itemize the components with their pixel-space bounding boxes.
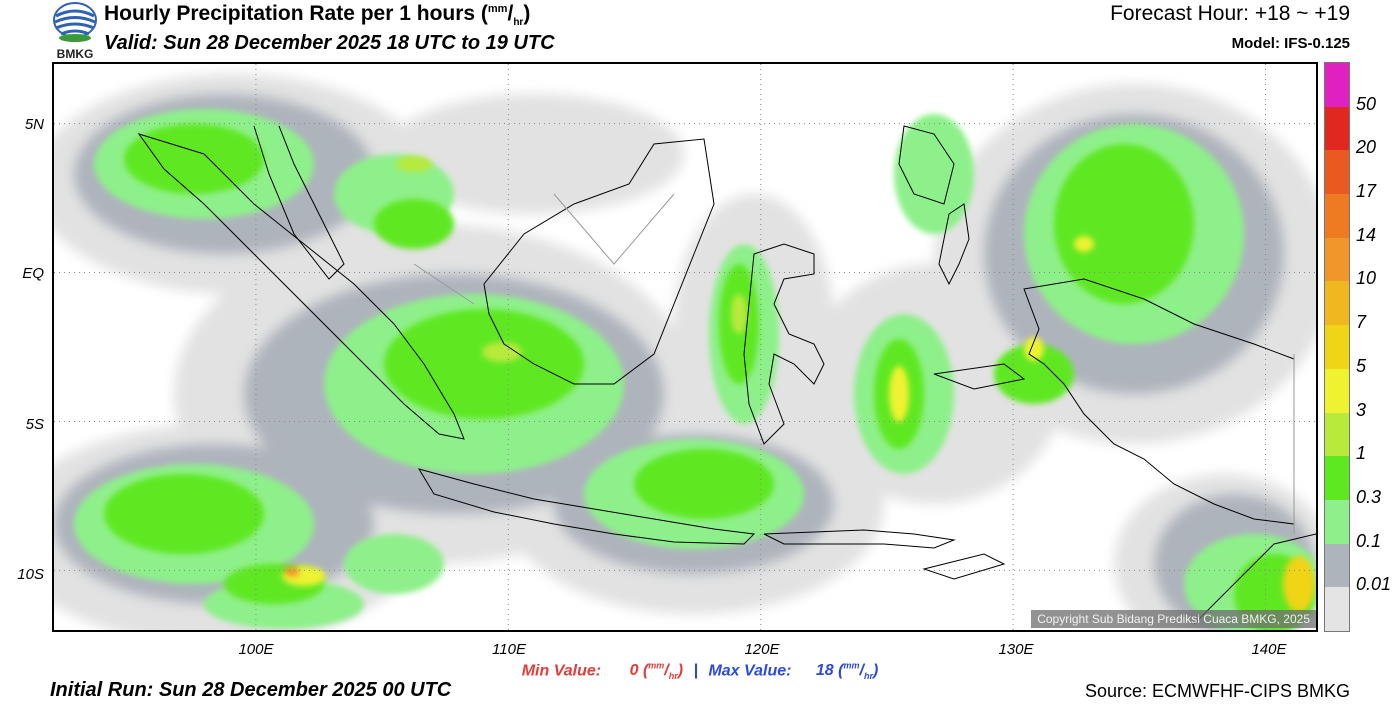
map-canvas bbox=[54, 64, 1316, 630]
legend-label: 10 bbox=[1356, 268, 1377, 289]
legend-label: 3 bbox=[1356, 399, 1367, 420]
bmkg-logo-icon: BMKG bbox=[53, 2, 97, 60]
legend-label: 20 bbox=[1356, 137, 1377, 158]
color-legend bbox=[1324, 62, 1350, 632]
country-borders bbox=[413, 193, 1295, 534]
max-value-label: Max Value: bbox=[708, 662, 792, 680]
max-value: 18 bbox=[815, 662, 834, 680]
graticule bbox=[54, 64, 1316, 630]
coastlines bbox=[137, 125, 1316, 625]
legend-swatch bbox=[1325, 456, 1349, 501]
legend-swatch bbox=[1325, 412, 1349, 457]
precipitation-map bbox=[52, 62, 1318, 632]
separator: | bbox=[693, 662, 698, 680]
legend-label: 0.3 bbox=[1356, 486, 1382, 507]
lon-label-110e: 110E bbox=[492, 641, 526, 658]
lat-label-eq: EQ bbox=[22, 265, 44, 282]
legend-swatch bbox=[1325, 150, 1349, 195]
legend-swatch bbox=[1325, 281, 1349, 326]
legend-label: 7 bbox=[1356, 312, 1367, 333]
legend-label: 17 bbox=[1356, 181, 1377, 202]
legend-swatch bbox=[1325, 237, 1349, 282]
lon-label-140e: 140E bbox=[1251, 641, 1287, 658]
lon-label-130e: 130E bbox=[998, 641, 1034, 658]
min-value-label: Min Value: bbox=[521, 662, 602, 680]
legend-swatch bbox=[1325, 587, 1349, 632]
lat-label-5s: 5S bbox=[25, 416, 44, 433]
legend-label: 0.1 bbox=[1356, 530, 1382, 551]
lon-label-100e: 100E bbox=[238, 641, 274, 658]
legend-swatch bbox=[1325, 368, 1349, 414]
lat-label-5n: 5N bbox=[24, 116, 44, 133]
lat-label-10s: 10S bbox=[17, 566, 44, 583]
valid-time: Valid: Sun 28 December 2025 18 UTC to 19… bbox=[104, 32, 555, 54]
chart-title: Hourly Precipitation Rate per 1 hours (m… bbox=[104, 2, 531, 29]
min-value: 0 bbox=[629, 662, 639, 680]
legend-label: 50 bbox=[1356, 93, 1377, 114]
legend-swatch bbox=[1325, 499, 1349, 545]
legend-swatch bbox=[1325, 543, 1349, 588]
initial-run: Initial Run: Sun 28 December 2025 00 UTC bbox=[50, 679, 452, 701]
legend-swatch bbox=[1325, 63, 1349, 108]
min-max-values: Min Value: 0 (mm/hr) | Max Value: 18 (mm… bbox=[521, 661, 879, 682]
legend-swatch bbox=[1325, 106, 1349, 151]
svg-text:BMKG: BMKG bbox=[57, 47, 94, 60]
precip-field-intense bbox=[282, 156, 1315, 612]
model-label: Model: IFS-0.125 bbox=[1231, 35, 1350, 52]
legend-label: 14 bbox=[1356, 224, 1377, 245]
forecast-hour: Forecast Hour: +18 ~ +19 bbox=[1110, 2, 1350, 25]
legend-label: 0.01 bbox=[1356, 574, 1392, 595]
legend-swatch bbox=[1325, 194, 1349, 239]
copyright-label: Copyright Sub Bidang Prediksi Cuaca BMKG… bbox=[1031, 610, 1316, 628]
lon-label-120e: 120E bbox=[744, 641, 780, 658]
legend-label: 5 bbox=[1356, 355, 1367, 376]
legend-swatch bbox=[1325, 325, 1349, 370]
source-label: Source: ECMWFHF-CIPS BMKG bbox=[1084, 681, 1350, 701]
legend-label: 1 bbox=[1356, 443, 1367, 464]
